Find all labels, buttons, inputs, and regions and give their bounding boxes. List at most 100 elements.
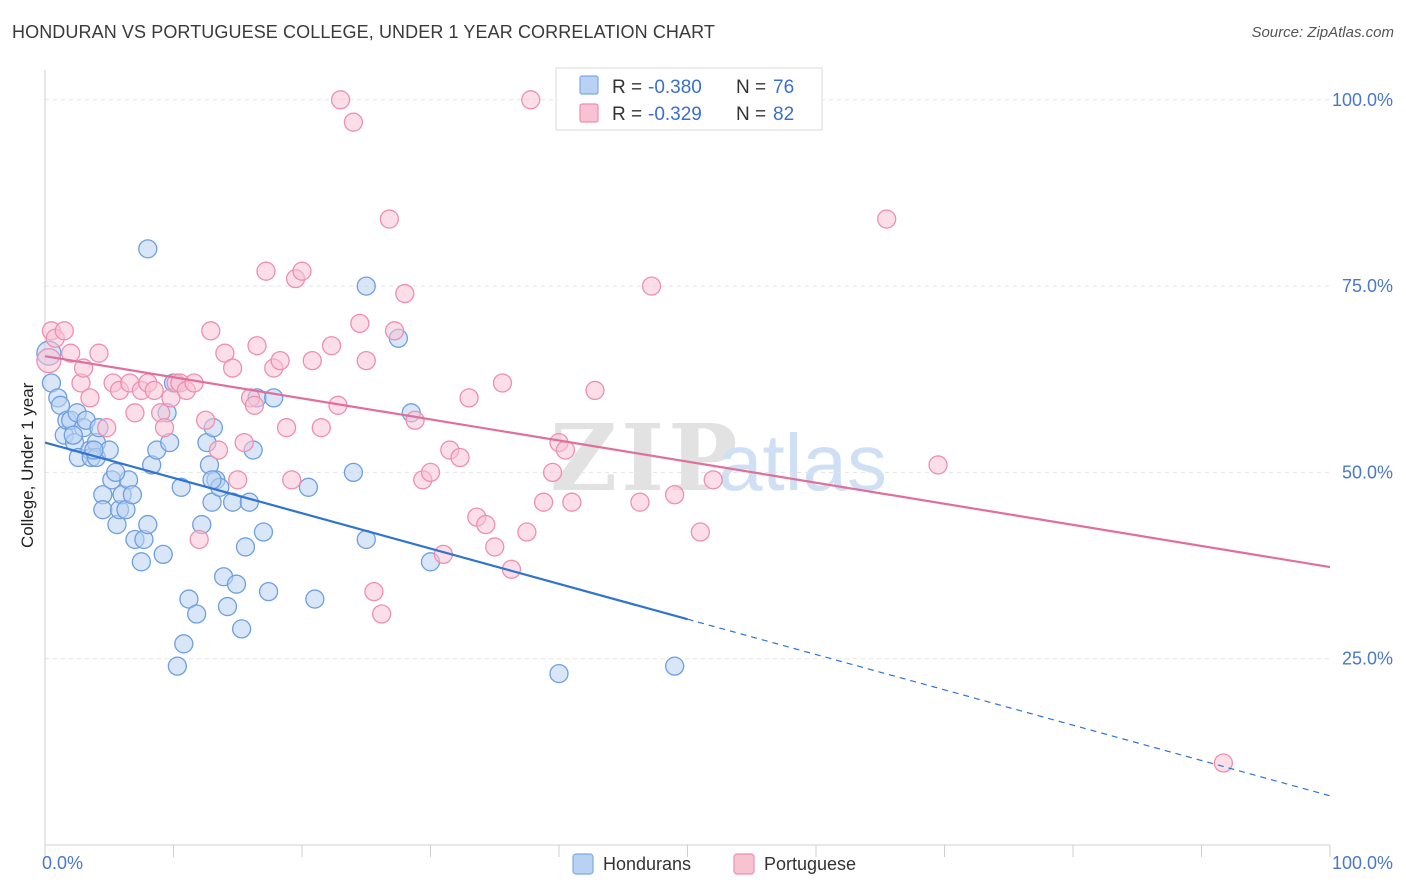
point-hondurans-57 xyxy=(253,522,274,542)
point-portuguese-30 xyxy=(228,470,248,490)
point-hondurans-61 xyxy=(305,589,325,609)
legend-swatch-portuguese xyxy=(579,103,599,123)
point-portuguese-16 xyxy=(144,380,164,401)
point-hondurans-67 xyxy=(343,462,364,483)
point-portuguese-3 xyxy=(54,321,74,341)
point-hondurans-62 xyxy=(138,239,158,259)
y-tick-label-3: 100.0% xyxy=(1332,90,1393,110)
point-portuguese-49 xyxy=(356,350,376,371)
trend-lines xyxy=(44,355,1331,797)
trend-line-portuguese xyxy=(44,355,1331,569)
point-portuguese-60 xyxy=(450,447,470,468)
point-hondurans-73 xyxy=(63,425,83,445)
series-legend-label-portuguese[interactable]: Portuguese xyxy=(764,854,856,874)
point-portuguese-39 xyxy=(282,470,302,490)
point-hondurans-60 xyxy=(298,477,319,497)
point-hondurans-49 xyxy=(217,596,238,617)
point-portuguese-8 xyxy=(89,343,109,363)
point-portuguese-80 xyxy=(928,455,948,475)
point-portuguese-31 xyxy=(234,432,254,453)
y-tick-labels: 25.0% 50.0% 75.0% 100.0% xyxy=(1332,90,1393,669)
point-portuguese-27 xyxy=(208,440,229,460)
point-portuguese-41 xyxy=(292,261,312,281)
point-hondurans-51 xyxy=(226,574,247,594)
legend-r-value-portuguese: -0.329 xyxy=(648,104,702,125)
point-portuguese-79 xyxy=(877,209,897,229)
point-portuguese-18 xyxy=(154,418,175,438)
trend-line-extension-hondurans xyxy=(687,618,1331,797)
point-portuguese-74 xyxy=(630,492,650,512)
legend-r-value-hondurans: -0.380 xyxy=(648,77,702,98)
series-legend: Hondurans Portuguese xyxy=(572,853,856,875)
point-portuguese-28 xyxy=(215,343,235,363)
point-portuguese-33 xyxy=(244,395,265,415)
point-portuguese-37 xyxy=(270,350,290,371)
x-tick-label-left: 0.0% xyxy=(42,853,83,873)
source-credit: Source: ZipAtlas.com xyxy=(1251,24,1394,41)
series-legend-label-hondurans[interactable]: Hondurans xyxy=(603,854,691,874)
point-portuguese-50 xyxy=(364,581,384,602)
point-portuguese-78 xyxy=(703,470,723,490)
axes xyxy=(44,70,1331,857)
x-tick-labels: 0.0% 100.0% xyxy=(42,853,1393,873)
point-portuguese-63 xyxy=(476,514,496,535)
point-portuguese-81 xyxy=(1213,753,1233,773)
point-portuguese-64 xyxy=(485,537,505,557)
chart-title: HONDURAN VS PORTUGUESE COLLEGE, UNDER 1 … xyxy=(12,22,716,42)
point-portuguese-9 xyxy=(97,418,117,438)
point-portuguese-61 xyxy=(459,388,479,408)
point-portuguese-23 xyxy=(184,373,204,393)
point-portuguese-43 xyxy=(311,418,331,438)
point-portuguese-26 xyxy=(201,321,221,341)
point-portuguese-68 xyxy=(533,492,554,512)
watermark-atlas: atlas xyxy=(718,418,887,507)
legend-swatch-hondurans xyxy=(579,75,599,95)
stats-legend-box xyxy=(555,67,823,131)
point-portuguese-52 xyxy=(379,209,400,229)
point-portuguese-46 xyxy=(330,90,351,110)
series-legend-swatch-hondurans[interactable] xyxy=(572,853,594,875)
point-hondurans-40 xyxy=(186,604,207,624)
point-portuguese-42 xyxy=(302,350,322,371)
y-tick-label-0: 25.0% xyxy=(1342,649,1393,669)
legend-n-label-portuguese: N = xyxy=(736,104,766,125)
point-portuguese-29 xyxy=(222,358,243,378)
y-tick-label-1: 50.0% xyxy=(1342,462,1393,482)
point-portuguese-53 xyxy=(384,321,405,341)
point-portuguese-55 xyxy=(405,410,425,430)
point-portuguese-69 xyxy=(542,462,563,483)
point-portuguese-38 xyxy=(276,418,297,438)
point-portuguese-0 xyxy=(36,347,62,374)
point-portuguese-51 xyxy=(372,604,392,624)
point-hondurans-52 xyxy=(231,619,252,639)
point-portuguese-71 xyxy=(555,440,576,460)
point-hondurans-39 xyxy=(179,589,199,609)
point-portuguese-35 xyxy=(256,261,276,281)
point-portuguese-72 xyxy=(562,492,582,512)
point-hondurans-36 xyxy=(167,656,188,676)
legend-r-label-portuguese: R = xyxy=(612,104,642,125)
point-portuguese-54 xyxy=(395,283,415,304)
point-portuguese-44 xyxy=(321,336,342,356)
point-hondurans-70 xyxy=(665,656,685,676)
point-portuguese-7 xyxy=(80,388,100,408)
y-tick-label-2: 75.0% xyxy=(1342,276,1393,296)
point-portuguese-34 xyxy=(247,336,267,356)
point-hondurans-69 xyxy=(549,663,569,684)
point-portuguese-77 xyxy=(690,522,710,542)
point-hondurans-27 xyxy=(131,552,152,572)
point-hondurans-25 xyxy=(122,485,143,505)
point-hondurans-17 xyxy=(93,500,113,520)
y-axis-label: College, Under 1 year xyxy=(18,382,37,548)
point-portuguese-75 xyxy=(641,276,662,296)
point-hondurans-29 xyxy=(138,514,158,535)
point-hondurans-37 xyxy=(171,477,191,497)
legend-n-label-hondurans: N = xyxy=(736,77,766,98)
point-portuguese-67 xyxy=(517,522,537,542)
point-hondurans-58 xyxy=(258,581,279,602)
series-legend-swatch-portuguese[interactable] xyxy=(733,853,755,875)
point-hondurans-63 xyxy=(356,276,376,296)
stats-legend: R = -0.380 N = 76 R = -0.329 N = 82 xyxy=(555,67,823,131)
point-hondurans-74 xyxy=(106,462,126,483)
